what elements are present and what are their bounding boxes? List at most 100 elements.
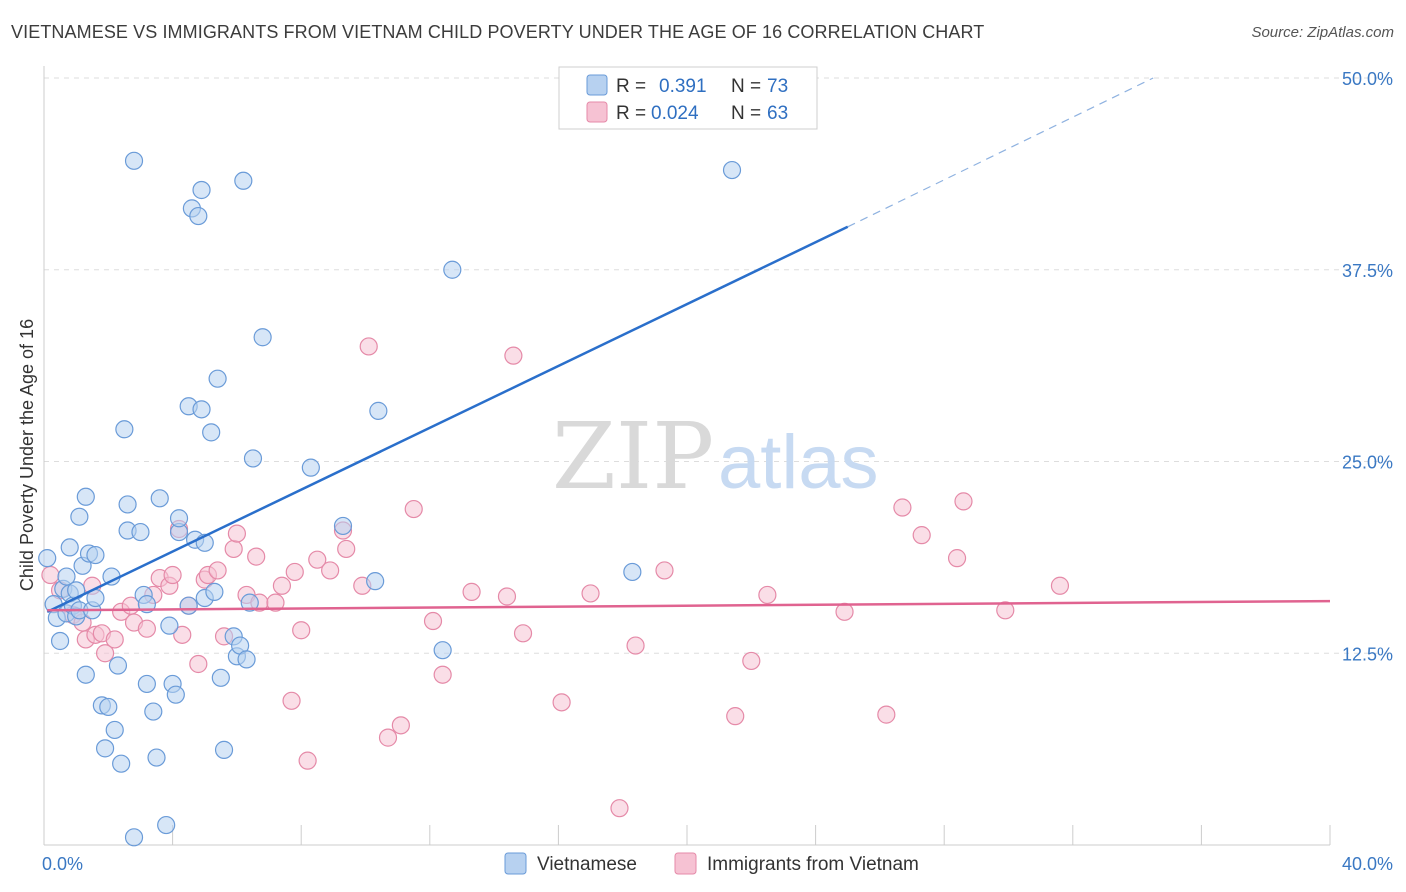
legend-r-value-blue: 0.391 <box>659 76 707 97</box>
point-vietnamese-0 <box>38 549 57 568</box>
point-vietnamese-74 <box>623 562 642 582</box>
point-immigrants-64 <box>947 549 967 568</box>
legend-n-value-pink: 63 <box>767 103 788 124</box>
axes <box>43 66 1331 846</box>
point-vietnamese-3 <box>50 631 70 651</box>
point-vietnamese-57 <box>208 369 227 388</box>
legend-r-value-pink: 0.024 <box>651 103 699 124</box>
point-vietnamese-15 <box>76 665 95 684</box>
point-immigrants-42 <box>359 337 378 356</box>
legend-swatch-pink <box>586 101 608 123</box>
point-immigrants-58 <box>742 651 761 671</box>
point-vietnamese-65 <box>240 593 259 612</box>
y-tick-label-1: 25.0% <box>1342 453 1393 473</box>
point-vietnamese-64 <box>237 650 256 669</box>
point-immigrants-35 <box>292 621 311 640</box>
point-immigrants-24 <box>208 561 227 580</box>
point-immigrants-48 <box>462 582 481 601</box>
point-immigrants-67 <box>1050 576 1070 595</box>
y-tick-label-3: 50.0% <box>1342 69 1393 89</box>
point-vietnamese-41 <box>160 616 179 635</box>
legend-swatch-blue <box>586 74 608 96</box>
point-immigrants-46 <box>423 611 443 631</box>
point-immigrants-32 <box>272 576 292 595</box>
point-vietnamese-71 <box>369 401 388 420</box>
point-immigrants-29 <box>247 547 266 566</box>
point-immigrants-37 <box>308 550 327 569</box>
point-immigrants-0 <box>41 565 60 585</box>
point-immigrants-44 <box>391 716 410 735</box>
point-immigrants-47 <box>433 665 452 684</box>
point-vietnamese-67 <box>253 328 272 347</box>
y-axis-title: Child Poverty Under the Age of 16 <box>17 319 37 591</box>
point-vietnamese-38 <box>147 748 166 767</box>
point-immigrants-40 <box>337 539 356 559</box>
point-vietnamese-46 <box>179 596 198 615</box>
point-vietnamese-20 <box>86 545 105 565</box>
point-vietnamese-32 <box>124 151 144 170</box>
point-vietnamese-70 <box>366 572 385 591</box>
point-immigrants-51 <box>513 624 533 643</box>
point-immigrants-53 <box>581 584 600 603</box>
point-vietnamese-28 <box>115 420 134 439</box>
point-immigrants-33 <box>282 691 301 710</box>
point-immigrants-57 <box>726 707 745 726</box>
chart-title: VIETNAMESE VS IMMIGRANTS FROM VIETNAM CH… <box>11 22 985 42</box>
point-vietnamese-63 <box>234 171 253 190</box>
point-immigrants-38 <box>321 561 340 580</box>
legend-n-label-pink: N = <box>731 103 761 124</box>
chart-source: Source: ZipAtlas.com <box>1251 24 1394 41</box>
point-immigrants-55 <box>626 636 645 655</box>
trend-line-immigrants <box>47 599 1331 612</box>
point-vietnamese-66 <box>243 449 263 468</box>
point-vietnamese-29 <box>118 495 137 514</box>
point-immigrants-63 <box>912 526 931 545</box>
point-immigrants-59 <box>758 585 777 605</box>
point-vietnamese-45 <box>169 509 189 528</box>
bottom-legend-label-vietnamese: Vietnamese <box>537 854 637 875</box>
y-tick-label-2: 37.5% <box>1342 261 1393 281</box>
point-vietnamese-37 <box>144 702 163 721</box>
legend-n-value-blue: 73 <box>767 76 788 97</box>
point-vietnamese-16 <box>76 487 95 506</box>
point-vietnamese-56 <box>205 582 224 601</box>
point-vietnamese-69 <box>333 516 353 536</box>
trend-lines <box>46 77 1331 613</box>
point-immigrants-60 <box>835 602 854 621</box>
point-vietnamese-50 <box>189 206 208 226</box>
point-vietnamese-58 <box>211 668 230 687</box>
point-immigrants-50 <box>504 346 523 365</box>
legend-n-label-blue: N = <box>731 76 761 97</box>
point-immigrants-62 <box>893 498 912 517</box>
point-immigrants-13 <box>137 619 156 638</box>
trend-line-vietnamese-extension <box>847 77 1154 228</box>
point-vietnamese-35 <box>137 674 156 694</box>
point-immigrants-56 <box>655 561 674 580</box>
point-vietnamese-39 <box>150 489 169 508</box>
point-vietnamese-52 <box>192 180 211 200</box>
point-vietnamese-72 <box>433 641 452 660</box>
point-vietnamese-73 <box>443 260 462 279</box>
bottom-legend-swatch-pink <box>674 852 697 875</box>
x-tick-label-0: 0.0% <box>42 854 83 874</box>
point-immigrants-66 <box>996 601 1015 620</box>
point-vietnamese-7 <box>60 538 79 557</box>
point-immigrants-17 <box>163 565 182 585</box>
point-immigrants-61 <box>877 705 896 724</box>
bottom-legend-label-immigrants: Immigrants from Vietnam <box>707 854 919 875</box>
point-vietnamese-23 <box>99 697 118 717</box>
point-immigrants-43 <box>378 728 398 747</box>
point-immigrants-36 <box>298 751 317 770</box>
grid-lines <box>44 77 1392 654</box>
point-immigrants-52 <box>552 693 571 712</box>
point-vietnamese-40 <box>157 815 176 835</box>
point-vietnamese-27 <box>112 754 131 773</box>
watermark: ZIP atlas <box>552 403 879 510</box>
bottom-legend-swatch-blue <box>504 852 527 875</box>
point-vietnamese-25 <box>105 720 124 740</box>
point-immigrants-65 <box>954 492 973 511</box>
point-immigrants-31 <box>266 593 285 612</box>
legend-box: R = 0.391 N = 73 R = 0.024 N = 63 <box>558 66 818 130</box>
point-immigrants-8 <box>95 644 115 663</box>
